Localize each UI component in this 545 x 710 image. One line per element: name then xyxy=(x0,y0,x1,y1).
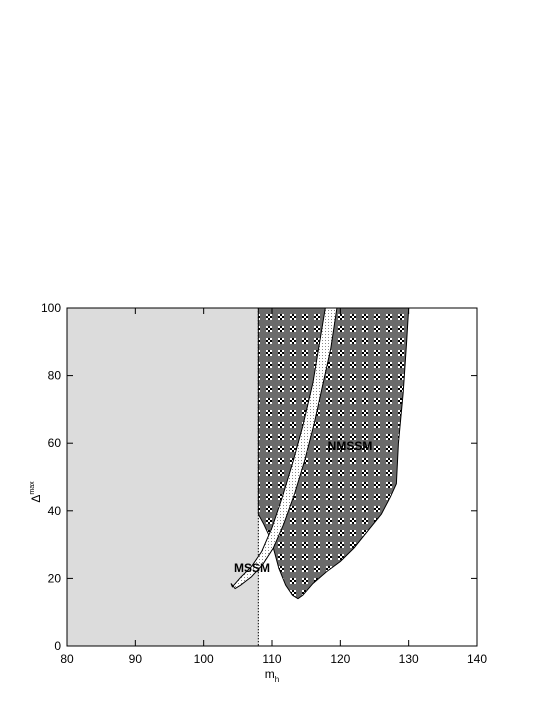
x-tick-label: 90 xyxy=(129,652,143,666)
x-tick-label: 140 xyxy=(467,652,487,666)
annotation: MSSM xyxy=(234,561,270,575)
x-tick-label: 110 xyxy=(262,652,281,666)
y-tick-label: 60 xyxy=(48,436,62,450)
y-tick-label: 100 xyxy=(41,301,61,315)
region xyxy=(66,307,259,647)
y-tick-label: 20 xyxy=(48,571,62,585)
x-label-main: m xyxy=(265,667,275,681)
x-tick-label: 80 xyxy=(60,652,74,666)
y-tick-label: 40 xyxy=(48,504,62,518)
region xyxy=(230,307,338,590)
x-tick-label: 100 xyxy=(194,652,214,666)
x-label-sub: h xyxy=(275,675,279,684)
annotation: NMSSM xyxy=(328,439,373,453)
x-axis-label: mh xyxy=(265,667,279,684)
regions xyxy=(66,307,410,647)
y-tick-label: 0 xyxy=(54,639,61,653)
axes: 80 90 100 110 120 130 140 0 20 40 60 80 100 xyxy=(41,301,487,666)
y-axis-label: Δmax xyxy=(29,481,43,503)
y-tick-label: 80 xyxy=(48,369,62,383)
x-tick-label: 130 xyxy=(399,652,419,666)
y-label-sup: max xyxy=(29,481,36,495)
region xyxy=(257,307,410,600)
x-tick-label: 120 xyxy=(330,652,350,666)
y-label-main: Δ xyxy=(29,495,43,503)
